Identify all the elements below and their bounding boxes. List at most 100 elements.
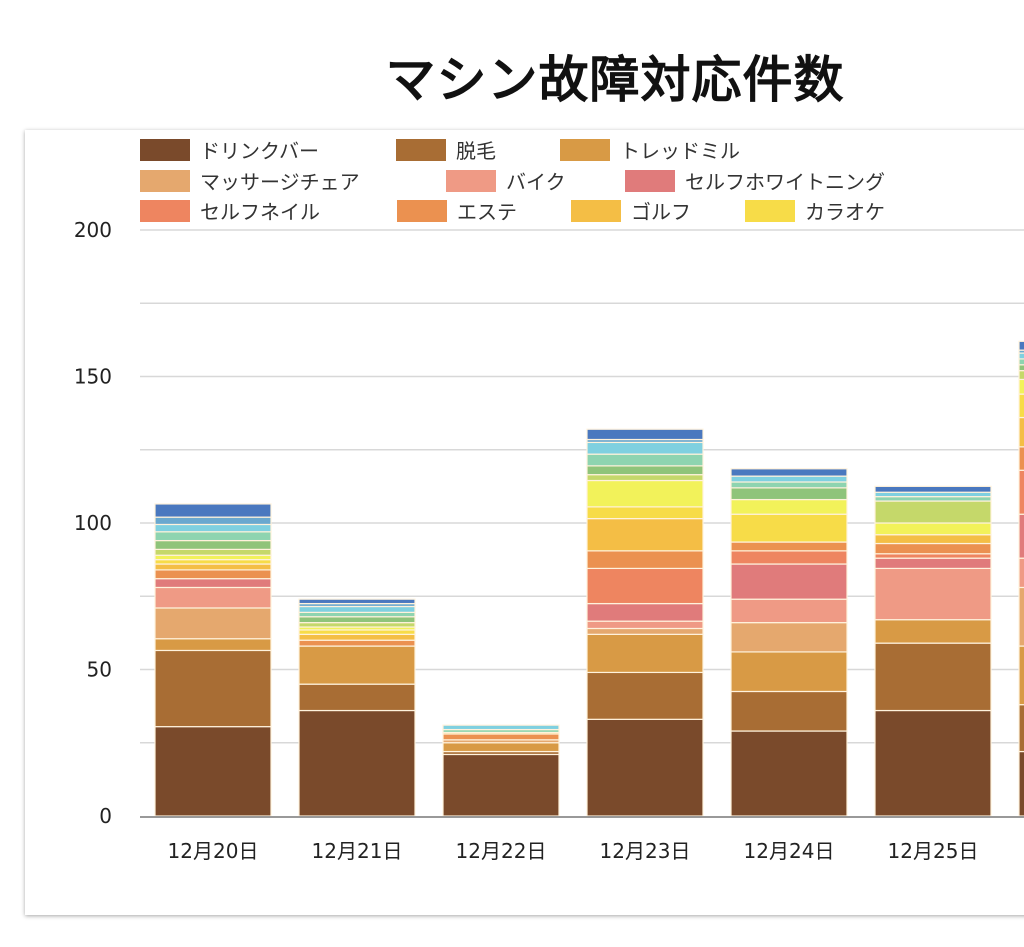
bar-segment xyxy=(298,598,416,605)
bar-segment xyxy=(154,578,272,589)
y-tick-label: 0 xyxy=(99,804,112,828)
bar-segment xyxy=(730,541,848,552)
bar-segment xyxy=(442,753,560,817)
bar-segment xyxy=(298,611,416,618)
bar-segment xyxy=(1018,349,1024,354)
x-tick-label: 12月25日 xyxy=(888,839,979,863)
bar-segment xyxy=(730,563,848,600)
bar-segment xyxy=(298,605,416,613)
bar-segment xyxy=(586,718,704,817)
y-tick-label: 50 xyxy=(87,658,112,682)
legend-label: バイク xyxy=(506,170,566,194)
bar-segment xyxy=(586,465,704,476)
bar-segment xyxy=(730,513,848,543)
bar-segment xyxy=(1018,352,1024,360)
bar-segment xyxy=(874,522,992,536)
legend-swatch xyxy=(140,200,190,222)
bar-segment xyxy=(586,518,704,552)
legend-swatch xyxy=(140,170,190,192)
bar-segment xyxy=(586,441,704,455)
bar-segment xyxy=(874,642,992,712)
bar-segment xyxy=(442,724,560,731)
legend-label: マッサージチェア xyxy=(200,170,360,194)
x-tick-label: 12月23日 xyxy=(600,839,691,863)
bar-segment xyxy=(586,474,704,482)
bar-segment xyxy=(586,620,704,630)
bar-segment xyxy=(1018,393,1024,419)
bar-segment xyxy=(1018,446,1024,471)
bar-segment xyxy=(874,534,992,545)
bar-segment xyxy=(874,485,992,493)
bar-segment xyxy=(874,709,992,817)
bar-segment xyxy=(154,531,272,542)
bar-segment xyxy=(874,553,992,559)
bar-segment xyxy=(730,468,848,477)
bar-segment xyxy=(154,503,272,518)
bar-segment xyxy=(1018,340,1024,351)
bars xyxy=(154,340,1024,817)
y-tick-label: 200 xyxy=(74,218,112,242)
bar-segment xyxy=(730,475,848,483)
bar-segment xyxy=(586,479,704,508)
bar-segment xyxy=(586,567,704,605)
legend-swatch xyxy=(625,170,675,192)
bar-segment xyxy=(154,726,272,817)
bar-segment xyxy=(1018,370,1024,381)
bar-segment xyxy=(730,481,848,489)
legend-label: エステ xyxy=(457,200,517,224)
x-tick-label: 12月24日 xyxy=(744,839,835,863)
bar-segment xyxy=(298,616,416,624)
legend-label: ドリンクバー xyxy=(200,139,319,163)
bar-segment xyxy=(586,671,704,720)
legend-label: カラオケ xyxy=(805,200,885,224)
bar-segment xyxy=(730,730,848,817)
legend-swatch xyxy=(571,200,621,222)
bar-segment xyxy=(154,649,272,728)
bar-segment xyxy=(298,645,416,685)
legend-swatch xyxy=(396,139,446,161)
legend-label: トレッドミル xyxy=(620,139,740,163)
bar-segment xyxy=(874,619,992,644)
legend-swatch xyxy=(446,170,496,192)
bar-segment xyxy=(298,629,416,635)
bar-segment xyxy=(154,569,272,580)
bar-segment xyxy=(874,557,992,570)
legend-swatch xyxy=(140,139,190,161)
legend-label: ゴルフ xyxy=(631,200,691,224)
bar-segment xyxy=(730,598,848,624)
bar-segment xyxy=(730,690,848,732)
bar-segment xyxy=(298,709,416,817)
legend-label: セルフネイル xyxy=(200,200,320,224)
bar-segment xyxy=(1018,358,1024,366)
legend-swatch xyxy=(397,200,447,222)
bar-segment xyxy=(874,567,992,621)
bar-segment xyxy=(154,554,272,561)
bar-segment xyxy=(874,491,992,498)
chart-title: マシン故障対応件数 xyxy=(385,51,845,109)
bar-segment xyxy=(586,602,704,622)
legend-label: 脱毛 xyxy=(456,139,496,163)
bar-segment xyxy=(154,586,272,609)
bar-segment xyxy=(586,550,704,570)
bar-segment xyxy=(586,453,704,467)
bar-segment xyxy=(730,498,848,515)
bar-segment xyxy=(586,506,704,520)
bar-segment xyxy=(298,633,416,641)
bar-segment xyxy=(1018,416,1024,448)
bar-segment xyxy=(1018,469,1024,515)
bar-segment xyxy=(1018,586,1024,647)
bar-segment xyxy=(1018,557,1024,589)
bar-segment xyxy=(154,607,272,640)
bar-segment xyxy=(298,622,416,628)
bar-segment xyxy=(154,559,272,565)
y-tick-label: 150 xyxy=(74,365,112,389)
bar-segment xyxy=(154,638,272,652)
bar-segment xyxy=(730,550,848,565)
bar-segment xyxy=(154,516,272,526)
bar-segment xyxy=(1018,378,1024,395)
bar-segment xyxy=(1018,704,1024,753)
y-tick-label: 100 xyxy=(74,511,112,535)
bar-segment xyxy=(1018,364,1024,372)
x-tick-label: 12月21日 xyxy=(312,839,403,863)
